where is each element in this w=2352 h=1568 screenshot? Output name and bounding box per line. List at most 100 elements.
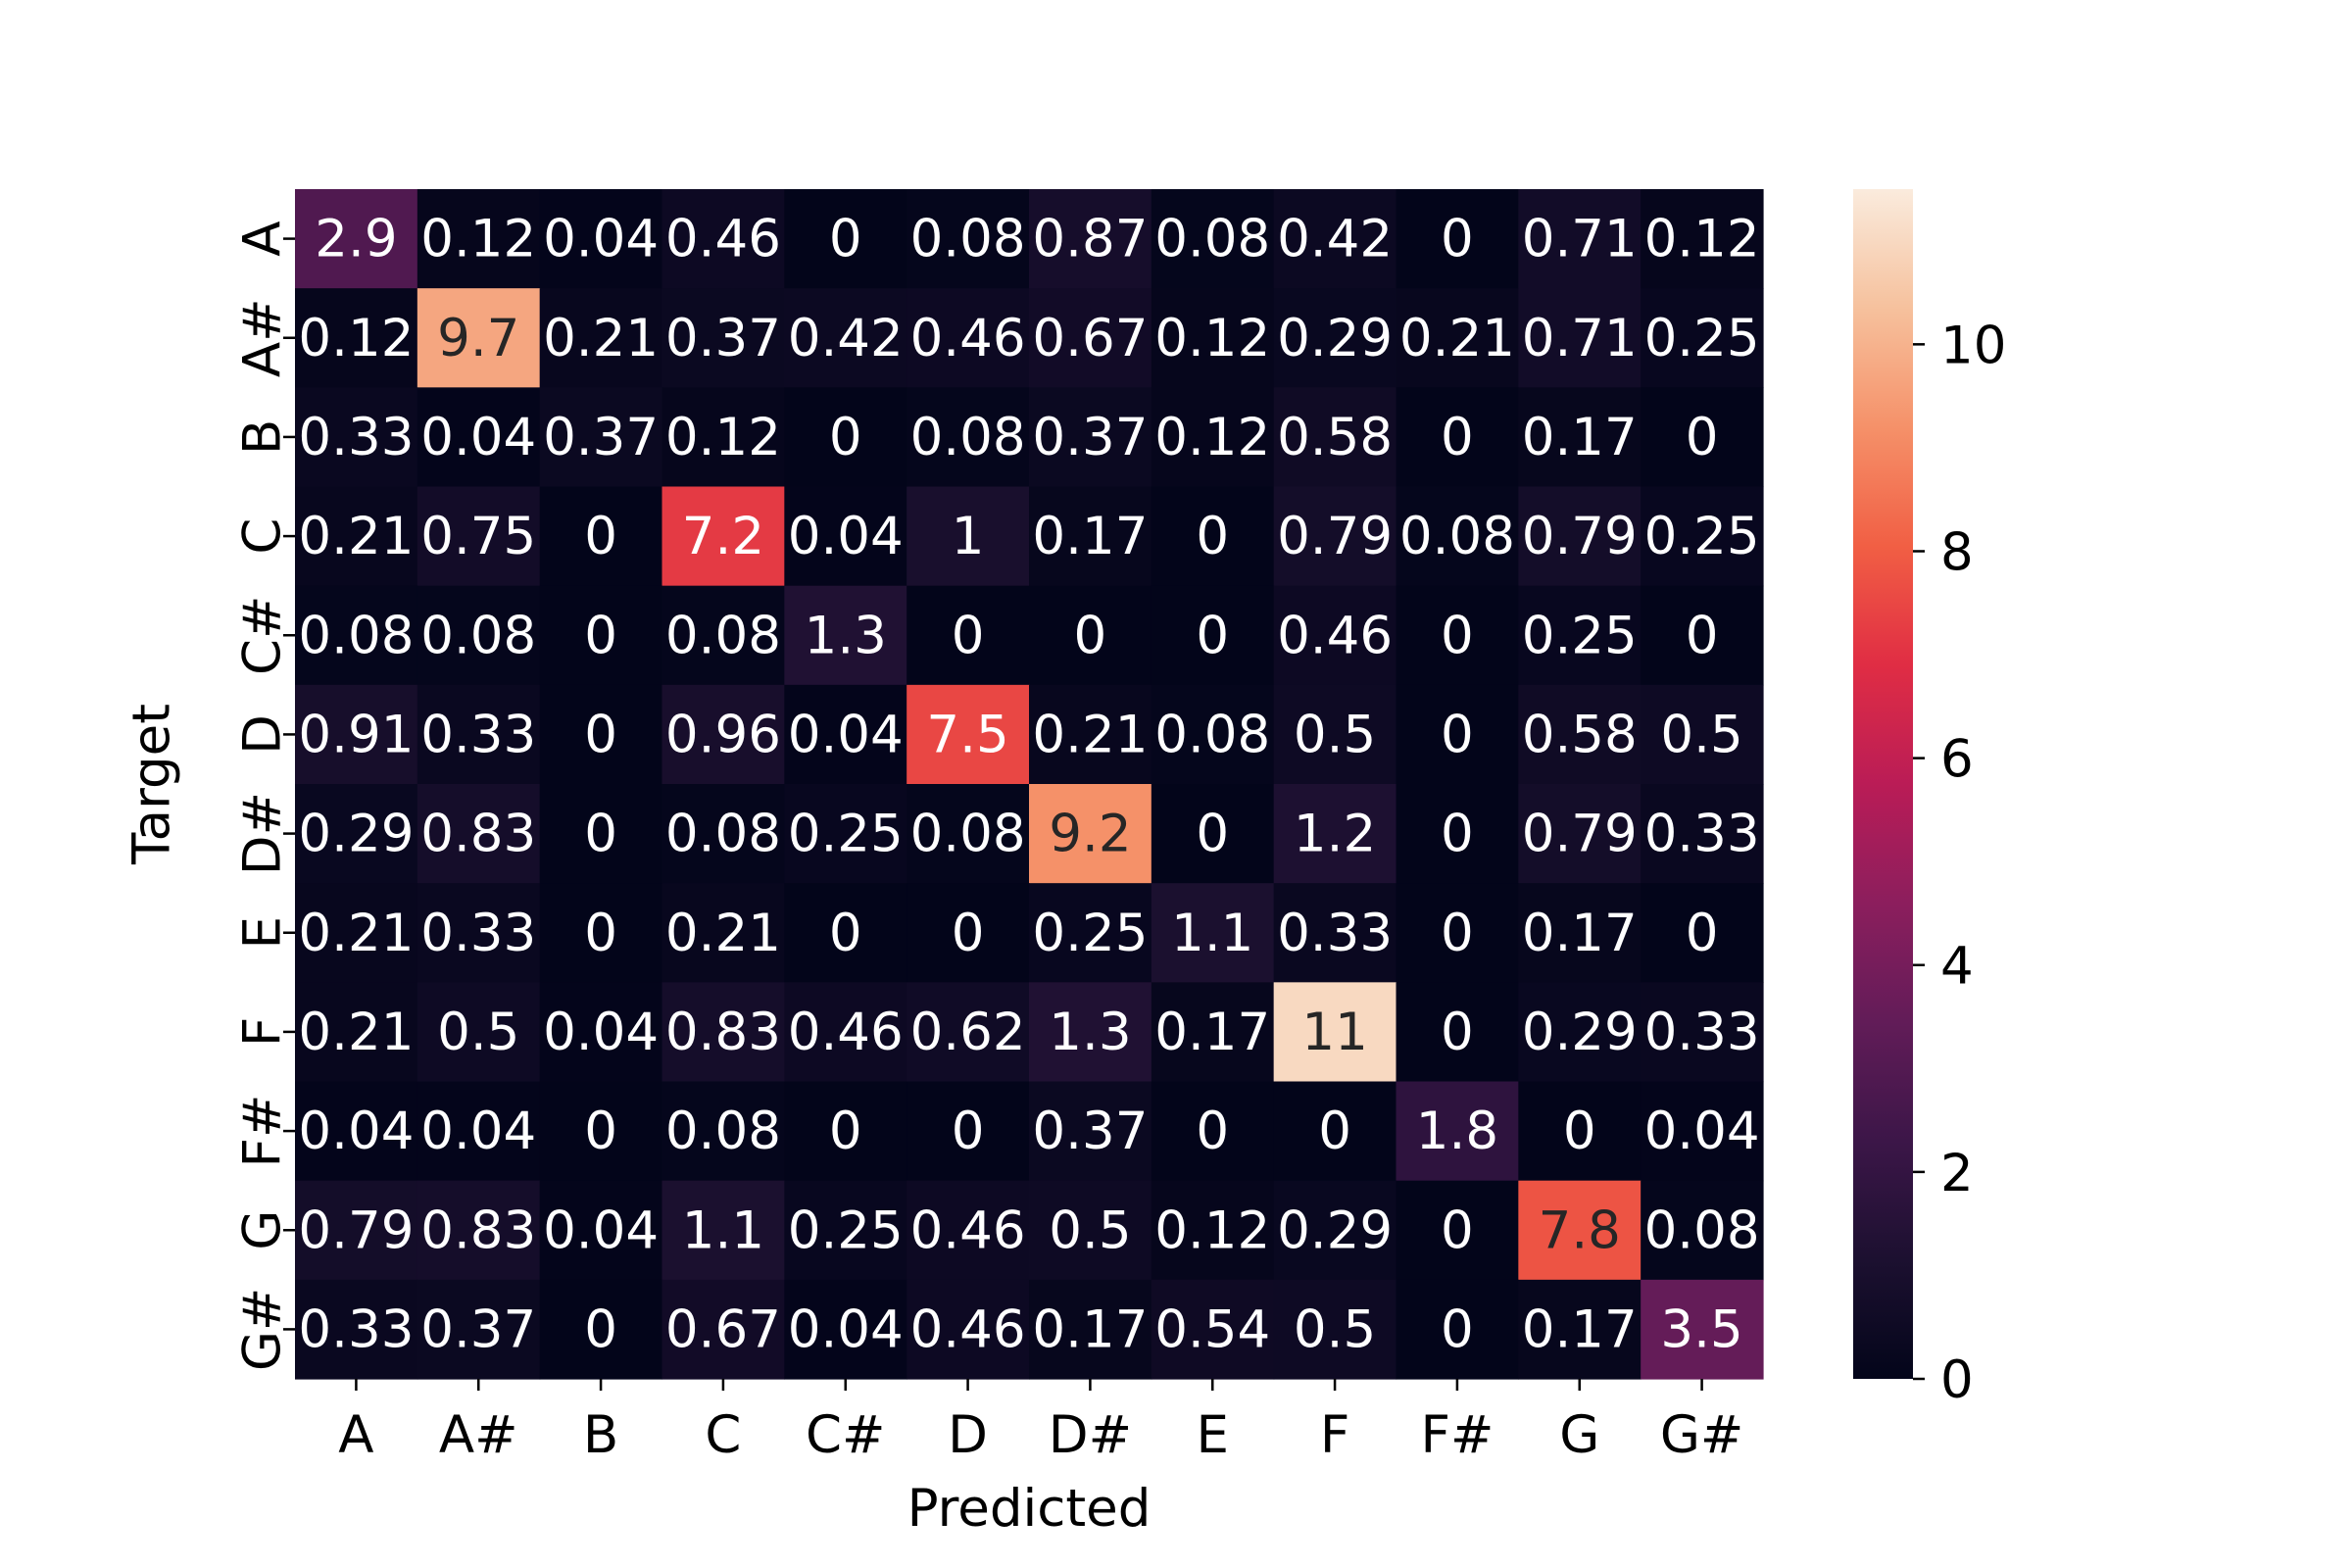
cell-value-label: 0.33 — [1644, 805, 1760, 864]
cell-value-label: 0.08 — [1154, 210, 1270, 270]
cell-value-label: 1 — [952, 507, 985, 566]
cell-value-label: 0.17 — [1522, 1299, 1638, 1359]
heatmap-cell — [539, 1081, 663, 1182]
heatmap-cell — [662, 288, 785, 388]
cell-value-label: 0.21 — [665, 904, 781, 963]
heatmap-cell — [1029, 784, 1152, 884]
cell-value-label: 0.75 — [420, 507, 536, 566]
heatmap-cell — [1396, 684, 1519, 785]
cell-value-label: 0.21 — [1032, 705, 1148, 764]
heatmap-cell — [784, 585, 907, 686]
heatmap-cell — [416, 883, 541, 983]
heatmap-cell — [784, 1279, 907, 1380]
cell-value-label: 0 — [1686, 408, 1719, 467]
cell-value-label: 0.12 — [298, 309, 414, 368]
cell-value-label: 0.83 — [420, 1200, 536, 1260]
heatmap-cell — [906, 585, 1030, 686]
cell-value-label: 0 — [1196, 507, 1229, 566]
cell-value-label: 0 — [1441, 606, 1474, 665]
cell-value-label: 0.12 — [665, 408, 781, 467]
heatmap-cell — [1396, 1081, 1519, 1182]
cell-value-label: 0.37 — [665, 309, 781, 368]
cell-value-label: 0.46 — [788, 1003, 904, 1062]
heatmap-cell — [1641, 585, 1764, 686]
cell-value-label: 0 — [829, 904, 862, 963]
heatmap-cell — [784, 189, 907, 289]
cell-value-label: 0.12 — [1154, 408, 1270, 467]
x-tick-label: D# — [1049, 1405, 1132, 1465]
colorbar-tick-label: 10 — [1940, 316, 2006, 375]
heatmap-cell — [295, 585, 418, 686]
heatmap-cell — [784, 1180, 907, 1281]
cell-value-label: 0.08 — [665, 1102, 781, 1161]
heatmap-cell — [1396, 982, 1519, 1083]
heatmap-cell — [1518, 684, 1642, 785]
heatmap-cell — [1273, 1180, 1397, 1281]
cell-value-label: 0.17 — [1154, 1003, 1270, 1062]
cell-value-label: 0.29 — [1277, 309, 1393, 368]
cell-value-label: 0.21 — [1399, 309, 1515, 368]
cell-value-labels: 2.9 0.12 0.04 0.46 0 0.08 0.87 0.08 0.42 0 0.71 0.1… — [298, 210, 1759, 1360]
colorbar-tick-label: 6 — [1940, 730, 1974, 790]
cell-value-label: 1.3 — [805, 606, 887, 665]
cell-value-label: 0.04 — [788, 507, 904, 566]
heatmap-cell — [784, 883, 907, 983]
cell-value-label: 0.08 — [665, 805, 781, 864]
heatmap-cell — [1641, 784, 1764, 884]
heatmap-cell — [906, 982, 1030, 1083]
heatmap-cell — [539, 288, 663, 388]
cell-value-label: 0.17 — [1522, 408, 1638, 467]
cell-value-label: 0 — [584, 904, 617, 963]
cell-value-label: 0.04 — [788, 705, 904, 764]
cell-value-label: 0.08 — [910, 210, 1026, 270]
heatmap-cell — [1273, 1081, 1397, 1182]
heatmap-cell — [295, 1279, 418, 1380]
cell-value-label: 0 — [1686, 904, 1719, 963]
colorbar: 0 2 4 6 8 10 — [1853, 189, 2006, 1410]
heatmap-cell — [1151, 1180, 1275, 1281]
heatmap-cell — [662, 1081, 785, 1182]
heatmap-cell — [662, 387, 785, 488]
y-tick-label: B — [233, 419, 293, 455]
cell-value-label: 0.33 — [298, 1299, 414, 1359]
cell-value-label: 0.08 — [298, 606, 414, 665]
heatmap-cells — [295, 189, 1764, 1380]
heatmap-cell — [416, 585, 541, 686]
cell-value-label: 0.17 — [1522, 904, 1638, 963]
x-axis-label: Predicted — [907, 1479, 1152, 1539]
heatmap-cell — [1518, 387, 1642, 488]
heatmap-cell — [1518, 288, 1642, 388]
cell-value-label: 0 — [1074, 606, 1107, 665]
cell-value-label: 0.04 — [420, 408, 536, 467]
x-tick-label: D — [948, 1405, 988, 1465]
cell-value-label: 0.46 — [910, 309, 1026, 368]
cell-value-label: 0 — [1318, 1102, 1351, 1161]
heatmap-cell — [1151, 585, 1275, 686]
heatmap-cell — [1641, 486, 1764, 587]
heatmap-cell — [784, 288, 907, 388]
y-tick-label: G — [233, 1210, 293, 1250]
cell-value-label: 0.12 — [1644, 210, 1760, 270]
cell-value-label: 0.25 — [1522, 606, 1638, 665]
x-tick-label: F — [1320, 1405, 1350, 1465]
cell-value-label: 0.08 — [1644, 1200, 1760, 1260]
cell-value-label: 0.25 — [1644, 309, 1760, 368]
cell-value-label: 3.5 — [1660, 1299, 1742, 1359]
heatmap-cell — [295, 387, 418, 488]
cell-value-label: 0.12 — [1154, 1200, 1270, 1260]
cell-value-label: 0.5 — [437, 1003, 519, 1062]
heatmap-cell — [1029, 1180, 1152, 1281]
heatmap-cell — [1151, 883, 1275, 983]
cell-value-label: 0.58 — [1277, 408, 1393, 467]
heatmap-cell — [1518, 883, 1642, 983]
heatmap-cell — [1518, 1180, 1642, 1281]
heatmap-cell — [295, 189, 418, 289]
cell-value-label: 0 — [1441, 1299, 1474, 1359]
y-tick-label: F — [233, 1017, 293, 1048]
heatmap-cell — [1273, 189, 1397, 289]
heatmap-cell — [1518, 189, 1642, 289]
heatmap-cell — [1641, 1279, 1764, 1380]
y-axis-ticks: A A# B C C# D D# E F F# G G# — [233, 220, 295, 1371]
heatmap-cell — [1641, 684, 1764, 785]
cell-value-label: 0.25 — [788, 1200, 904, 1260]
